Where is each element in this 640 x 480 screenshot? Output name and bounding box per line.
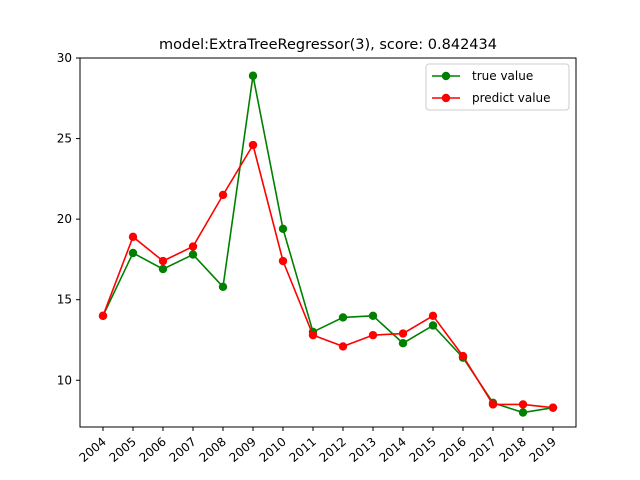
legend-marker-true-value — [441, 71, 451, 81]
data-point-true-value — [278, 224, 288, 234]
x-tick-label: 2007 — [167, 435, 199, 465]
data-point-predict-value — [368, 330, 378, 340]
data-point-predict-value — [188, 242, 198, 251]
y-tick-label: 25 — [57, 132, 72, 146]
axes-frame — [79, 57, 577, 428]
data-point-predict-value — [308, 330, 318, 340]
y-tick-label: 15 — [57, 293, 72, 307]
legend: true value predict value — [425, 63, 570, 111]
series-line-predict-value — [102, 142, 554, 409]
data-point-predict-value — [158, 256, 168, 266]
data-point-true-value — [158, 264, 168, 274]
data-point-predict-value — [518, 400, 528, 409]
data-point-predict-value — [548, 403, 558, 412]
data-point-predict-value — [128, 232, 138, 242]
x-tick-label: 2005 — [107, 435, 139, 465]
y-tick-label: 30 — [57, 51, 72, 65]
data-point-true-value — [128, 248, 138, 258]
data-point-true-value — [188, 250, 198, 259]
data-point-predict-value — [458, 351, 468, 361]
data-point-predict-value — [278, 256, 288, 266]
data-point-true-value — [518, 408, 528, 417]
data-point-true-value — [248, 71, 258, 80]
data-point-true-value — [338, 313, 348, 322]
data-point-true-value — [218, 282, 228, 292]
x-tick-label: 2012 — [317, 435, 349, 465]
data-point-true-value — [398, 339, 408, 348]
legend-label-predict-value: predict value — [472, 91, 551, 105]
y-tick-label: 10 — [57, 373, 72, 387]
x-tick-label: 2016 — [437, 435, 469, 465]
data-point-true-value — [428, 321, 438, 330]
x-tick-label: 2019 — [527, 435, 559, 465]
data-point-predict-value — [218, 190, 228, 200]
x-tick-label: 2008 — [197, 435, 229, 465]
data-point-predict-value — [398, 329, 408, 338]
legend-label-true-value: true value — [472, 69, 533, 83]
x-tick-label: 2006 — [137, 435, 169, 465]
data-point-predict-value — [98, 311, 108, 321]
x-tick-label: 2017 — [467, 435, 499, 465]
x-tick-label: 2014 — [377, 435, 409, 465]
data-point-predict-value — [338, 342, 348, 351]
legend-box — [425, 63, 570, 111]
data-point-predict-value — [428, 311, 438, 321]
x-tick-label: 2011 — [287, 435, 319, 465]
data-point-true-value — [368, 311, 378, 321]
x-tick-label: 2015 — [407, 435, 439, 465]
chart-title: model:ExtraTreeRegressor(3), score: 0.84… — [159, 37, 497, 53]
y-tick-label: 20 — [57, 212, 72, 226]
x-tick-label: 2009 — [227, 435, 259, 465]
x-tick-label: 2013 — [347, 435, 379, 465]
series-line-true-value — [102, 75, 554, 414]
data-point-predict-value — [488, 400, 498, 409]
x-tick-label: 2010 — [257, 435, 289, 465]
data-point-predict-value — [248, 140, 258, 150]
x-tick-label: 2018 — [497, 435, 529, 465]
x-tick-label: 2004 — [77, 435, 109, 465]
legend-marker-predict-value — [441, 93, 451, 103]
